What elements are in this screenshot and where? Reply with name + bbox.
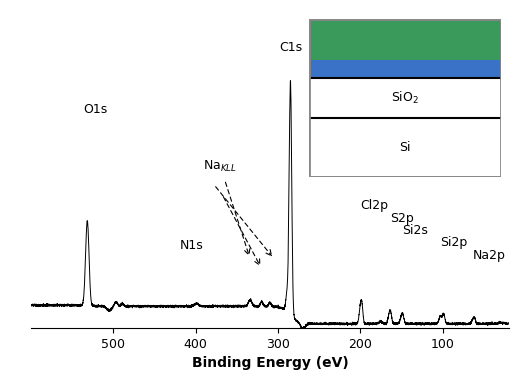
Text: Na2p: Na2p <box>473 249 506 262</box>
Bar <box>309 19 501 60</box>
X-axis label: Binding Energy (eV): Binding Energy (eV) <box>192 356 348 370</box>
Text: Cl2p: Cl2p <box>360 199 388 212</box>
Text: S2p: S2p <box>390 211 414 225</box>
Bar <box>309 60 501 78</box>
Text: Na$_{KLL}$: Na$_{KLL}$ <box>203 159 238 174</box>
Text: Si: Si <box>399 141 411 153</box>
Text: Si2p: Si2p <box>440 236 468 249</box>
Text: N1s: N1s <box>180 239 203 252</box>
Text: C1s: C1s <box>279 41 302 54</box>
Text: Si2s: Si2s <box>402 224 428 237</box>
Bar <box>309 118 501 177</box>
Bar <box>309 78 501 118</box>
Text: SiO$_2$: SiO$_2$ <box>391 90 419 106</box>
Text: O1s: O1s <box>83 103 107 116</box>
